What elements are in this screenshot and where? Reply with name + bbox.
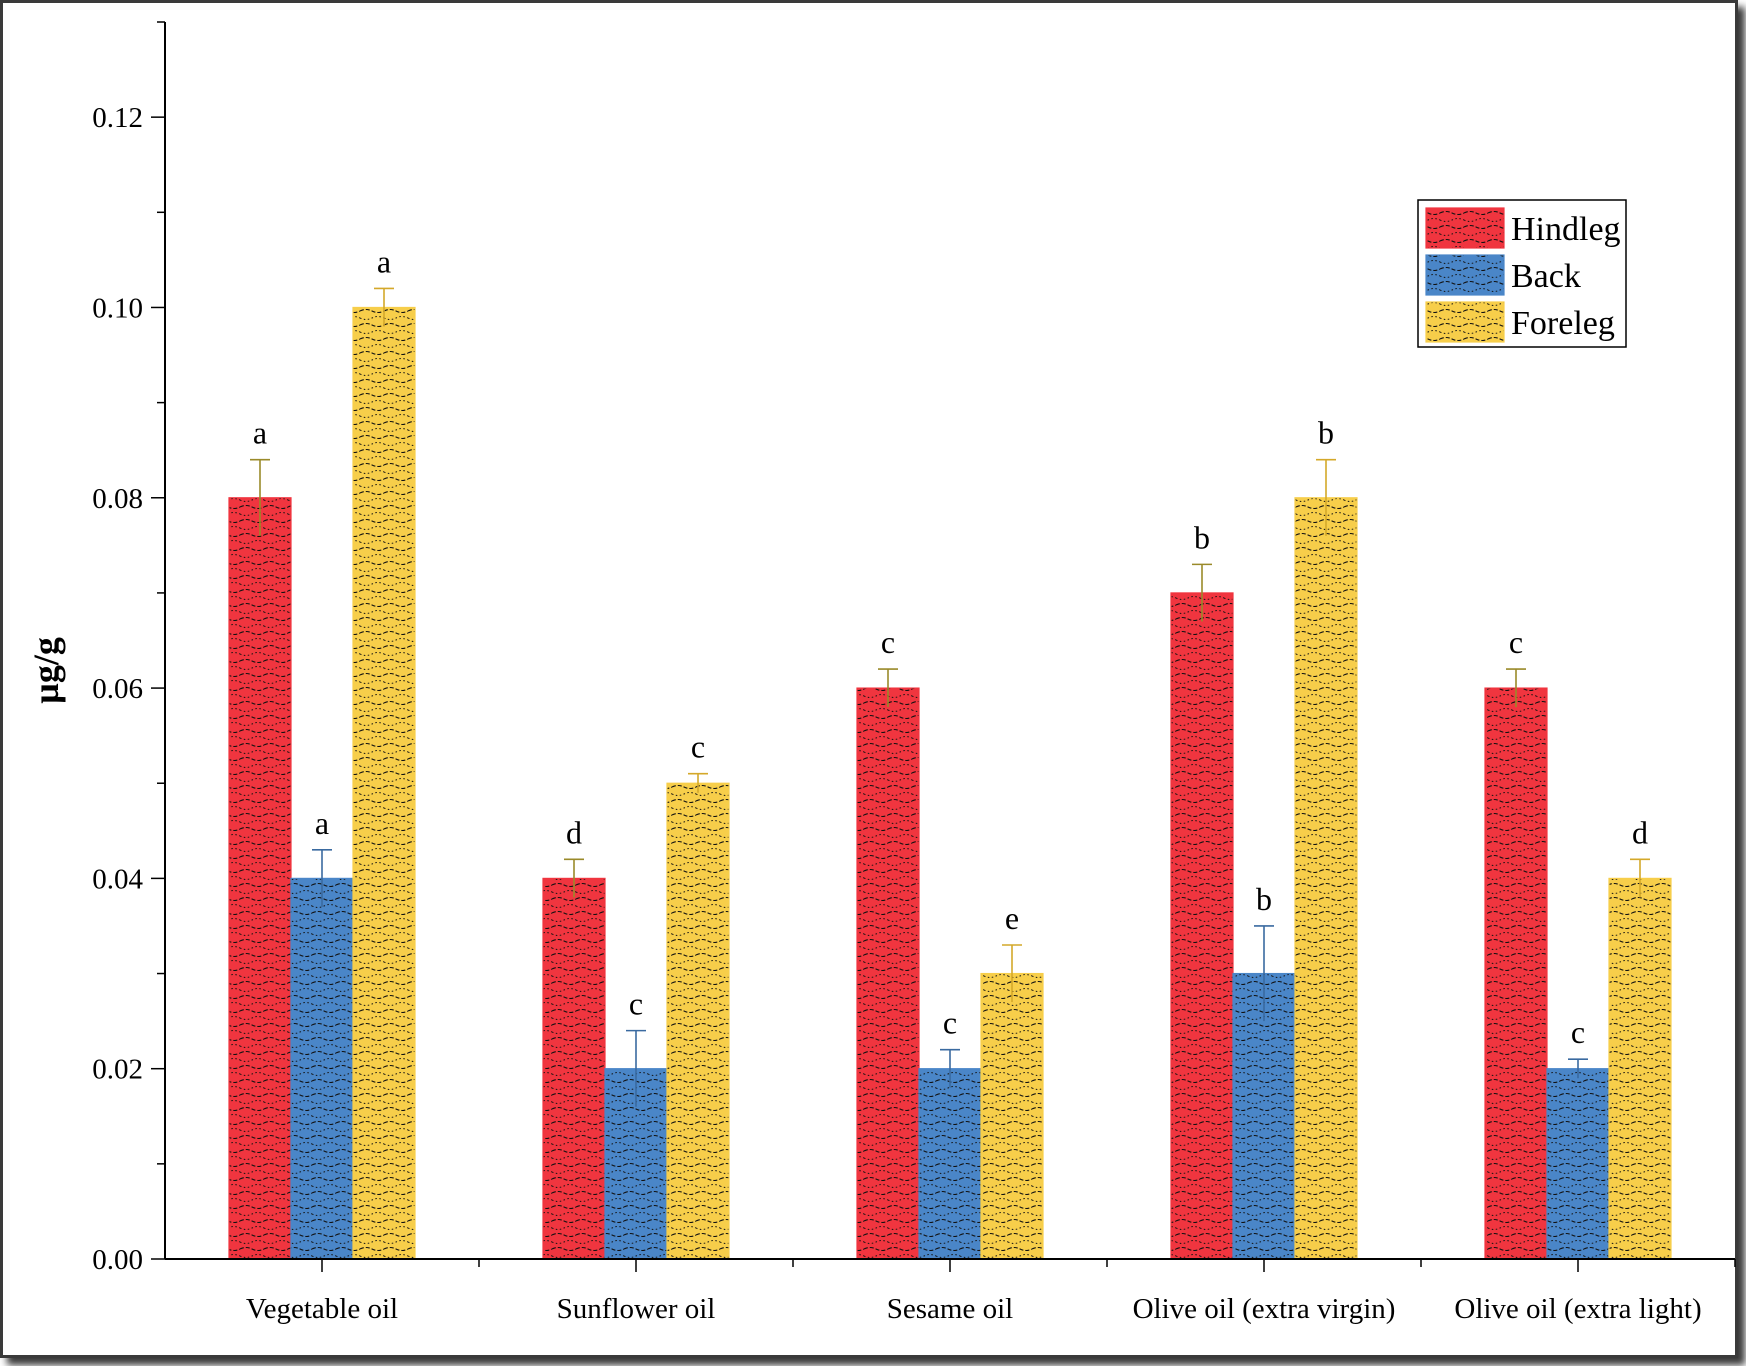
- x-tick-label-olive-oil-extra-virgin: Olive oil (extra virgin): [1133, 1293, 1396, 1325]
- sig-letter-hindleg-olive-oil-extra-light: c: [1509, 624, 1523, 660]
- bar-foreleg-sunflower-oil: [666, 782, 730, 1260]
- sig-letter-hindleg-olive-oil-extra-virgin: b: [1194, 519, 1210, 555]
- bar-foreleg-olive-oil-extra-virgin: [1294, 497, 1358, 1260]
- legend-swatch-back: [1425, 254, 1505, 296]
- x-tick-label-sunflower-oil: Sunflower oil: [557, 1293, 716, 1325]
- bar-hindleg-sesame-oil: [856, 687, 920, 1260]
- sig-letter-back-sunflower-oil: c: [629, 986, 643, 1022]
- bars-layer: [228, 287, 1672, 1260]
- bar-foreleg-olive-oil-extra-light: [1608, 877, 1672, 1260]
- x-tick-label-sesame-oil: Sesame oil: [887, 1293, 1013, 1325]
- sig-letter-back-olive-oil-extra-virgin: b: [1256, 881, 1272, 917]
- sig-letter-hindleg-sesame-oil: c: [881, 624, 895, 660]
- y-axis-label: µg/g: [26, 637, 66, 704]
- y-tick-label: 0.06: [92, 673, 143, 705]
- bar-back-sesame-oil: [918, 1068, 982, 1260]
- y-tick-label: 0.02: [92, 1054, 143, 1086]
- sig-letter-back-olive-oil-extra-light: c: [1571, 1014, 1585, 1050]
- sig-letter-foreleg-sunflower-oil: c: [691, 729, 705, 765]
- y-tick-label: 0.08: [92, 483, 143, 515]
- legend-swatch-foreleg: [1425, 301, 1505, 343]
- bar-hindleg-sunflower-oil: [542, 877, 606, 1260]
- sig-letter-hindleg-sunflower-oil: d: [566, 814, 582, 850]
- x-tick-label-vegetable-oil: Vegetable oil: [246, 1293, 398, 1325]
- bar-hindleg-olive-oil-extra-light: [1484, 687, 1548, 1260]
- sig-letter-back-sesame-oil: c: [943, 1005, 957, 1041]
- bar-foreleg-vegetable-oil: [352, 306, 416, 1260]
- legend-swatch-hindleg: [1425, 207, 1505, 249]
- y-tick-label: 0.12: [92, 102, 143, 134]
- legend: Hindleg Back Foreleg: [1417, 199, 1627, 348]
- labels-layer: a a a d c c c c e b b b c c d 0.00 0.02 0.04 0.06 0.08 0.10 0…: [26, 102, 1702, 1325]
- sig-letter-foreleg-olive-oil-extra-light: d: [1632, 814, 1648, 850]
- axes-layer: [151, 21, 1736, 1272]
- bar-hindleg-olive-oil-extra-virgin: [1170, 592, 1234, 1260]
- bar-back-olive-oil-extra-light: [1546, 1068, 1610, 1260]
- y-tick-label: 0.00: [92, 1244, 143, 1276]
- x-tick-label-olive-oil-extra-light: Olive oil (extra light): [1454, 1293, 1701, 1325]
- bar-hindleg-vegetable-oil: [228, 497, 292, 1260]
- legend-label-hindleg: Hindleg: [1511, 211, 1621, 248]
- bar-back-vegetable-oil: [290, 877, 354, 1260]
- y-tick-label: 0.04: [92, 863, 143, 895]
- sig-letter-foreleg-sesame-oil: e: [1005, 900, 1019, 936]
- bar-foreleg-sesame-oil: [980, 972, 1044, 1260]
- sig-letter-foreleg-vegetable-oil: a: [377, 243, 391, 279]
- sig-letter-hindleg-vegetable-oil: a: [253, 415, 267, 451]
- legend-label-back: Back: [1511, 258, 1581, 295]
- y-tick-label: 0.10: [92, 292, 143, 324]
- sig-letter-foreleg-olive-oil-extra-virgin: b: [1318, 415, 1334, 451]
- legend-label-foreleg: Foreleg: [1511, 305, 1615, 342]
- sig-letter-back-vegetable-oil: a: [315, 805, 329, 841]
